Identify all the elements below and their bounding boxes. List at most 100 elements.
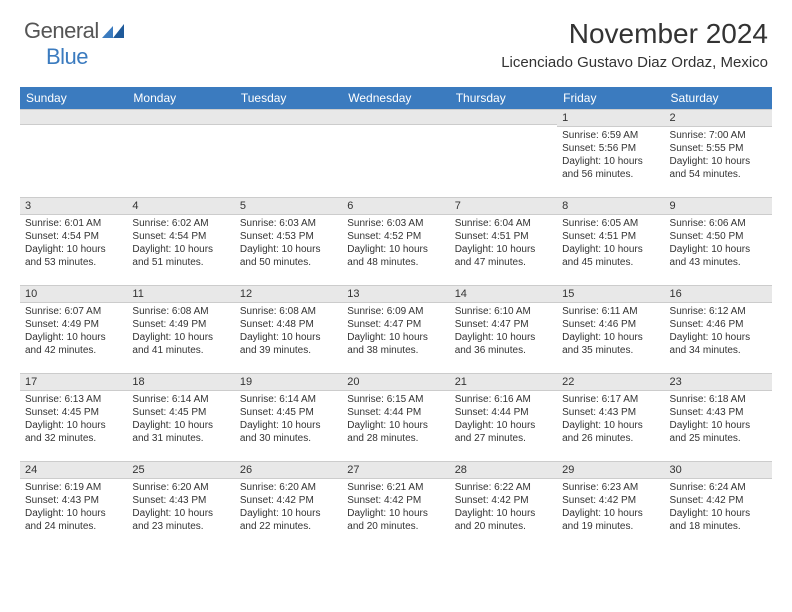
daylight1-text: Daylight: 10 hours — [240, 507, 337, 520]
calendar-cell: 25 Sunrise: 6:20 AMSunset: 4:43 PMDayligh… — [127, 461, 234, 549]
day-number-bar: 27 — [342, 461, 449, 479]
sunset-text: Sunset: 5:56 PM — [562, 142, 659, 155]
sunrise-text: Sunrise: 6:07 AM — [25, 305, 122, 318]
sunset-text: Sunset: 5:55 PM — [670, 142, 767, 155]
logo: General Blue — [24, 18, 124, 70]
sunset-text: Sunset: 4:43 PM — [562, 406, 659, 419]
day-number-bar: 4 — [127, 197, 234, 215]
cell-body: Sunrise: 6:12 AMSunset: 4:46 PMDaylight:… — [665, 303, 772, 361]
calendar-cell: 5Sunrise: 6:03 AMSunset: 4:53 PMDaylight… — [235, 197, 342, 285]
day-number-bar: 20 — [342, 373, 449, 391]
daylight2-text: and 36 minutes. — [455, 344, 552, 357]
daylight1-text: Daylight: 10 hours — [670, 243, 767, 256]
cell-body: Sunrise: 6:22 AMSunset: 4:42 PMDaylight:… — [450, 479, 557, 537]
sunset-text: Sunset: 4:42 PM — [240, 494, 337, 507]
sunrise-text: Sunrise: 6:14 AM — [240, 393, 337, 406]
daylight2-text: and 26 minutes. — [562, 432, 659, 445]
calendar-cell: 4Sunrise: 6:02 AMSunset: 4:54 PMDaylight… — [127, 197, 234, 285]
calendar-cell: 17Sunrise: 6:13 AMSunset: 4:45 PMDayligh… — [20, 373, 127, 461]
sunset-text: Sunset: 4:52 PM — [347, 230, 444, 243]
sunset-text: Sunset: 4:51 PM — [562, 230, 659, 243]
daylight2-text: and 19 minutes. — [562, 520, 659, 533]
daylight1-text: Daylight: 10 hours — [455, 331, 552, 344]
cell-body: Sunrise: 6:21 AMSunset: 4:42 PMDaylight:… — [342, 479, 449, 537]
daylight1-text: Daylight: 10 hours — [347, 243, 444, 256]
sunrise-text: Sunrise: 6:22 AM — [455, 481, 552, 494]
sunrise-text: Sunrise: 6:18 AM — [670, 393, 767, 406]
calendar-table: Sunday Monday Tuesday Wednesday Thursday… — [20, 87, 772, 549]
calendar-cell: 20Sunrise: 6:15 AMSunset: 4:44 PMDayligh… — [342, 373, 449, 461]
daylight2-text: and 35 minutes. — [562, 344, 659, 357]
cell-body: Sunrise: 6:04 AMSunset: 4:51 PMDaylight:… — [450, 215, 557, 273]
day-number-bar: 9 — [665, 197, 772, 215]
day-number-bar: 17 — [20, 373, 127, 391]
daylight1-text: Daylight: 10 hours — [25, 419, 122, 432]
day-header: Sunday — [20, 87, 127, 109]
day-number-bar: 23 — [665, 373, 772, 391]
daylight1-text: Daylight: 10 hours — [562, 155, 659, 168]
day-header: Wednesday — [342, 87, 449, 109]
daylight1-text: Daylight: 10 hours — [132, 507, 229, 520]
day-number-bar: 13 — [342, 285, 449, 303]
daylight1-text: Daylight: 10 hours — [240, 331, 337, 344]
calendar-cell — [450, 109, 557, 197]
daylight1-text: Daylight: 10 hours — [455, 243, 552, 256]
cell-body: Sunrise: 6:01 AMSunset: 4:54 PMDaylight:… — [20, 215, 127, 273]
daylight1-text: Daylight: 10 hours — [347, 419, 444, 432]
daylight2-text: and 20 minutes. — [455, 520, 552, 533]
sunrise-text: Sunrise: 6:01 AM — [25, 217, 122, 230]
sunrise-text: Sunrise: 6:14 AM — [132, 393, 229, 406]
day-number-bar — [450, 109, 557, 125]
sunrise-text: Sunrise: 6:06 AM — [670, 217, 767, 230]
daylight2-text: and 25 minutes. — [670, 432, 767, 445]
sunrise-text: Sunrise: 6:03 AM — [347, 217, 444, 230]
day-number-bar: 24 — [20, 461, 127, 479]
calendar-cell: 27Sunrise: 6:21 AMSunset: 4:42 PMDayligh… — [342, 461, 449, 549]
cell-body: Sunrise: 6:08 AMSunset: 4:48 PMDaylight:… — [235, 303, 342, 361]
sunset-text: Sunset: 4:43 PM — [132, 494, 229, 507]
sunrise-text: Sunrise: 6:03 AM — [240, 217, 337, 230]
calendar-cell: 13Sunrise: 6:09 AMSunset: 4:47 PMDayligh… — [342, 285, 449, 373]
daylight1-text: Daylight: 10 hours — [132, 419, 229, 432]
cell-body: Sunrise: 6:10 AMSunset: 4:47 PMDaylight:… — [450, 303, 557, 361]
sunset-text: Sunset: 4:42 PM — [455, 494, 552, 507]
calendar-cell: 22Sunrise: 6:17 AMSunset: 4:43 PMDayligh… — [557, 373, 664, 461]
daylight2-text: and 47 minutes. — [455, 256, 552, 269]
calendar-cell: 7Sunrise: 6:04 AMSunset: 4:51 PMDaylight… — [450, 197, 557, 285]
daylight1-text: Daylight: 10 hours — [670, 507, 767, 520]
calendar-cell: 9Sunrise: 6:06 AMSunset: 4:50 PMDaylight… — [665, 197, 772, 285]
sunset-text: Sunset: 4:45 PM — [132, 406, 229, 419]
sunrise-text: Sunrise: 6:20 AM — [132, 481, 229, 494]
daylight2-text: and 22 minutes. — [240, 520, 337, 533]
sunset-text: Sunset: 4:47 PM — [455, 318, 552, 331]
day-header: Thursday — [450, 87, 557, 109]
daylight1-text: Daylight: 10 hours — [132, 331, 229, 344]
cell-body: Sunrise: 6:11 AMSunset: 4:46 PMDaylight:… — [557, 303, 664, 361]
daylight2-text: and 28 minutes. — [347, 432, 444, 445]
day-number-bar: 16 — [665, 285, 772, 303]
cell-body: Sunrise: 6:05 AMSunset: 4:51 PMDaylight:… — [557, 215, 664, 273]
sunrise-text: Sunrise: 6:10 AM — [455, 305, 552, 318]
calendar-cell: 15Sunrise: 6:11 AMSunset: 4:46 PMDayligh… — [557, 285, 664, 373]
sunrise-text: Sunrise: 6:12 AM — [670, 305, 767, 318]
cell-body: Sunrise: 7:00 AMSunset: 5:55 PMDaylight:… — [665, 127, 772, 185]
daylight2-text: and 51 minutes. — [132, 256, 229, 269]
daylight2-text: and 23 minutes. — [132, 520, 229, 533]
page-title: November 2024 — [501, 18, 768, 50]
calendar-cell: 19Sunrise: 6:14 AMSunset: 4:45 PMDayligh… — [235, 373, 342, 461]
calendar-cell: 23Sunrise: 6:18 AMSunset: 4:43 PMDayligh… — [665, 373, 772, 461]
day-number-bar — [20, 109, 127, 125]
daylight2-text: and 32 minutes. — [25, 432, 122, 445]
day-number-bar: 30 — [665, 461, 772, 479]
sunrise-text: Sunrise: 6:17 AM — [562, 393, 659, 406]
calendar-cell — [20, 109, 127, 197]
calendar-cell: 29Sunrise: 6:23 AMSunset: 4:42 PMDayligh… — [557, 461, 664, 549]
day-number-bar — [127, 109, 234, 125]
day-number-bar: 1 — [557, 109, 664, 127]
calendar-cell: 30Sunrise: 6:24 AMSunset: 4:42 PMDayligh… — [665, 461, 772, 549]
daylight1-text: Daylight: 10 hours — [562, 331, 659, 344]
cell-body: Sunrise: 6:09 AMSunset: 4:47 PMDaylight:… — [342, 303, 449, 361]
sunset-text: Sunset: 4:43 PM — [25, 494, 122, 507]
day-number-bar: 25 — [127, 461, 234, 479]
day-number-bar: 11 — [127, 285, 234, 303]
